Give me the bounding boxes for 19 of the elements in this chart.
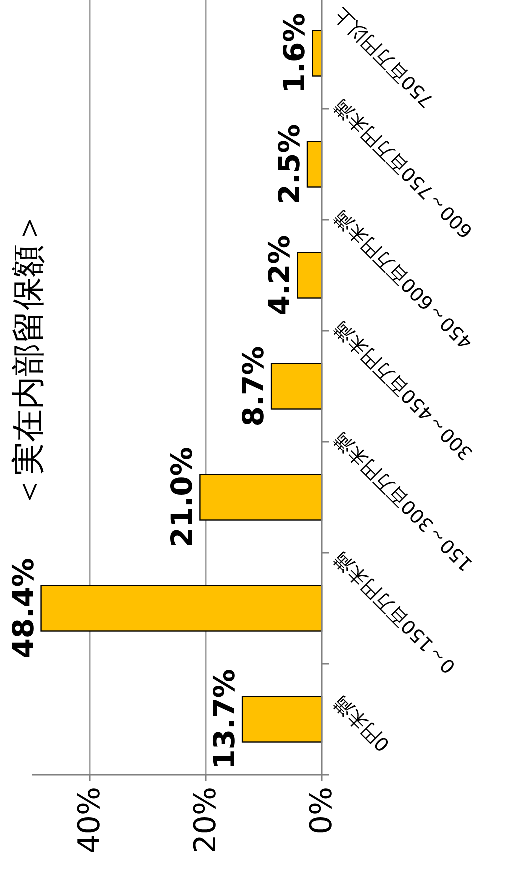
bar	[200, 474, 323, 521]
bar	[270, 363, 323, 410]
data-label: 21.0%	[165, 447, 200, 548]
text: ＜実在内部留保額＞	[8, 212, 48, 508]
x-tick-label: 20%	[188, 787, 224, 854]
data-label: 48.4%	[6, 558, 40, 659]
x-tick-label: 40%	[72, 787, 108, 854]
bar	[242, 696, 323, 743]
data-label: 8.7%	[236, 346, 271, 427]
bar	[40, 585, 323, 632]
bar	[312, 30, 323, 77]
data-label: 13.7%	[208, 669, 242, 770]
data-label: 2.5%	[272, 124, 306, 205]
y-tick-label: 0円未満	[330, 692, 394, 756]
x-tick-label: 0%	[304, 787, 340, 835]
data-label: 4.2%	[262, 235, 297, 316]
bar	[297, 252, 323, 299]
bar	[306, 141, 323, 188]
data-label: 1.6%	[278, 13, 312, 94]
